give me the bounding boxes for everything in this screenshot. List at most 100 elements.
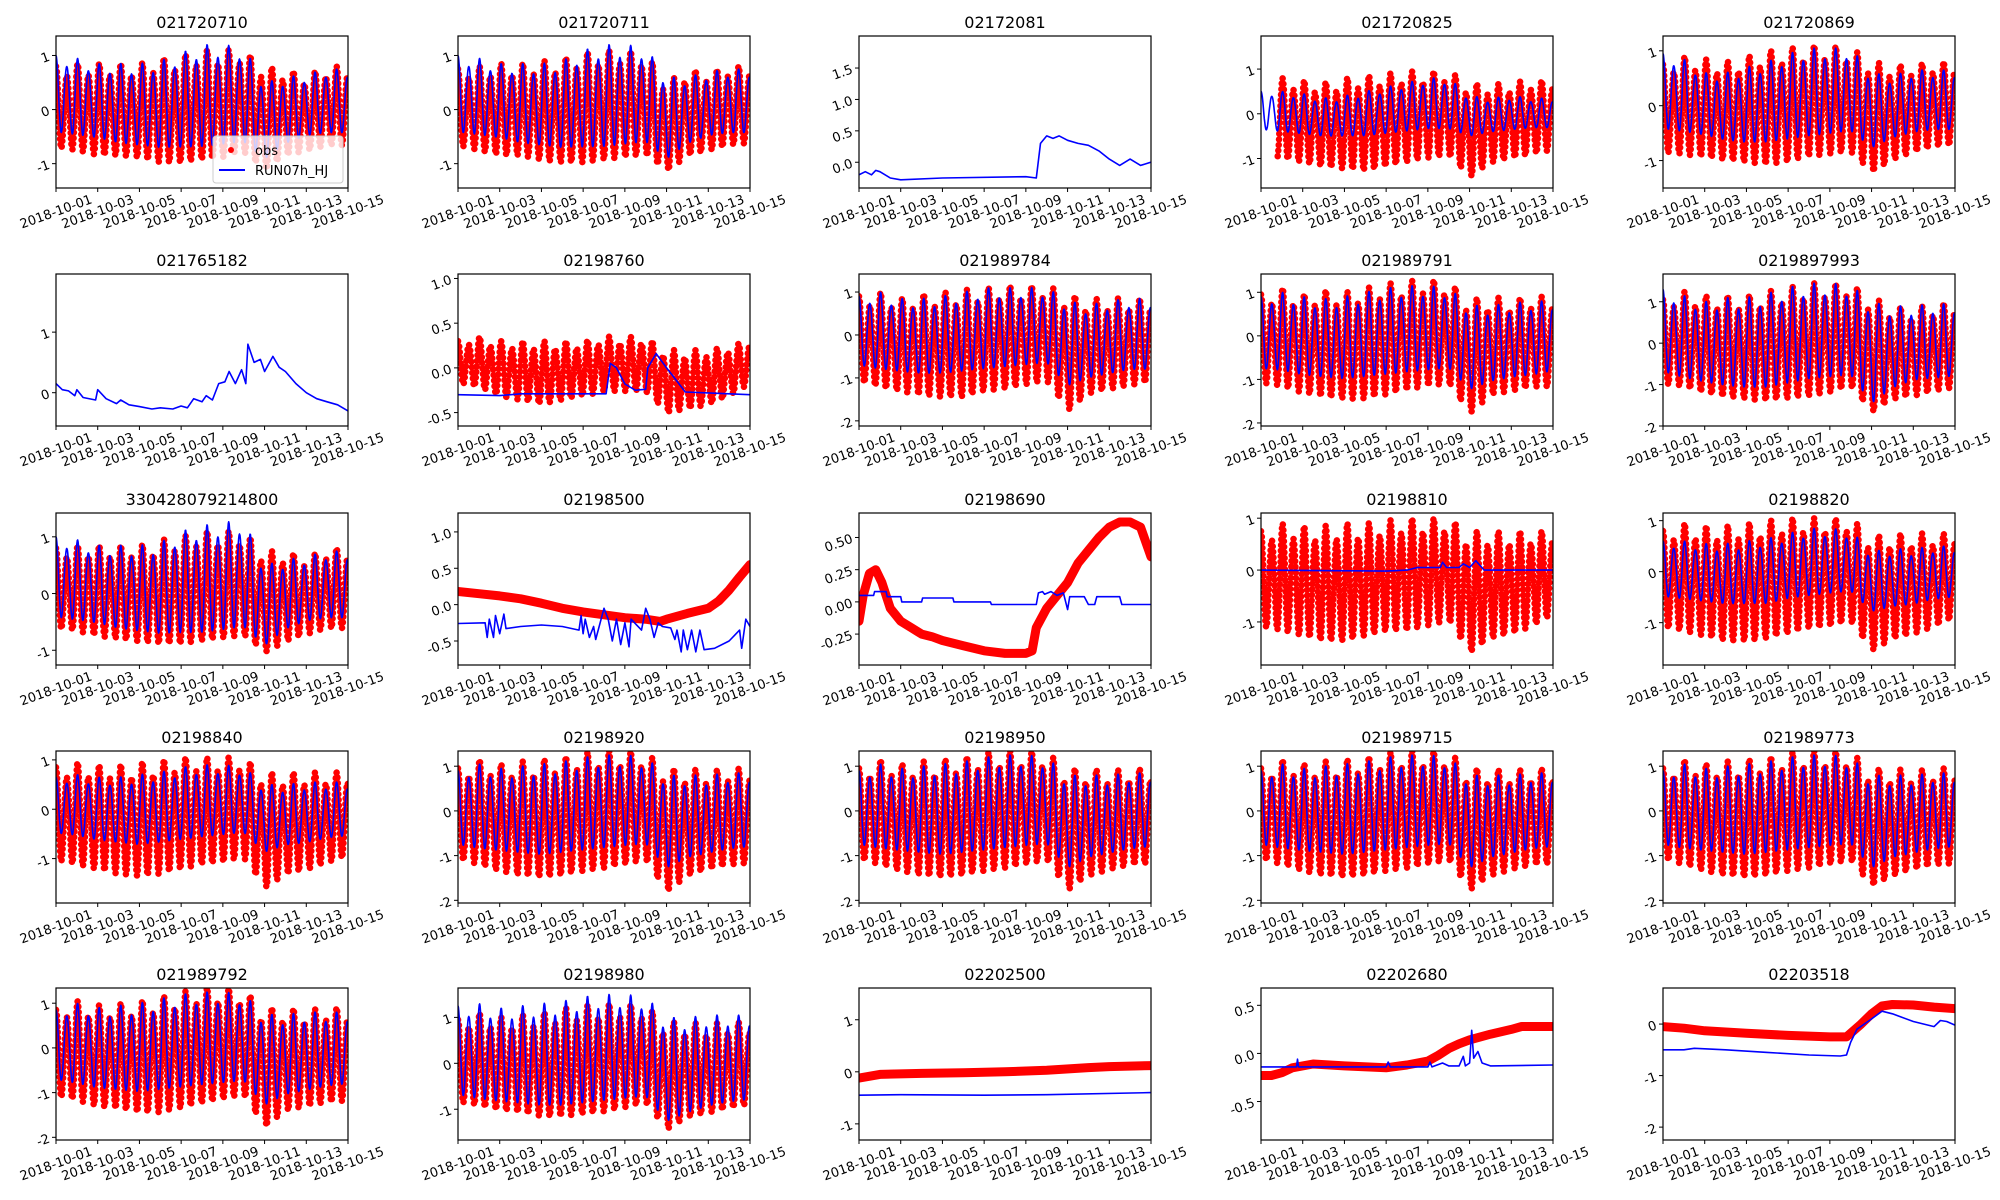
axes-frame [457,273,751,427]
plot-area [458,751,750,894]
subplot-title: 021765182 [156,251,248,270]
plot-area [1261,751,1553,892]
subplot-title: 02198760 [563,251,644,270]
obs-series [458,1000,750,1132]
obs-series [56,754,348,890]
y-tick-label: 0 [842,329,855,346]
y-tick-label: -0.5 [1228,1096,1257,1119]
y-tick-label: -1 [1642,379,1659,398]
y-tick-label: 0.5 [430,318,455,339]
subplot-330428079214800: 330428079214800-1012018-10-012018-10-032… [18,490,386,709]
axes-frame [55,273,349,427]
subplot-02198760: 02198760-0.50.00.51.02018-10-012018-10-0… [420,251,788,470]
y-tick-label: -2 [1240,417,1257,436]
subplot-title: 02198950 [964,728,1045,747]
y-tick-label: -1 [1642,155,1659,174]
axes-frame [55,35,349,189]
y-tick-label: -1 [838,850,855,869]
model-series-RUN07h_HJ [1663,282,1955,403]
subplot-title: 021720825 [1361,13,1453,32]
plot-area [56,754,348,890]
plot-area [458,993,750,1132]
obs-series [859,282,1151,413]
model-series-RUN07h_HJ [56,764,348,853]
axes-frame [1260,750,1554,904]
y-tick-label: -1 [1642,1070,1659,1089]
axes-frame [1260,273,1554,427]
y-tick-label: -1 [437,1104,454,1123]
obs-series [859,1061,1151,1083]
subplot-title: 02198500 [563,490,644,509]
y-tick-label: -1 [1642,850,1659,869]
obs-series [458,751,750,894]
y-tick-label: 1 [842,1014,855,1031]
subplot-021720869: 021720869-1012018-10-012018-10-032018-10… [1625,13,1993,232]
y-tick-label: 0.50 [823,532,855,556]
y-tick-label: 1 [39,326,52,343]
model-series-RUN07h_HJ [458,754,750,868]
subplot-title: 02198690 [964,490,1045,509]
y-tick-label: -1 [1240,616,1257,635]
axes-frame [858,987,1152,1141]
subplot-title: 021720710 [156,13,248,32]
subplot-021720711: 021720711-1012018-10-012018-10-032018-10… [420,13,788,232]
axes-frame [858,273,1152,427]
y-tick-label: -1 [437,158,454,177]
y-tick-label: -1 [35,853,52,872]
model-series-RUN07h_HJ [56,520,348,645]
subplot-title: 02203518 [1768,965,1849,984]
axes-frame [1662,512,1956,666]
axes-frame [1662,987,1956,1141]
subplot-title: 021989792 [156,965,248,984]
y-tick-label: -1 [1642,617,1659,636]
y-tick-label: 1 [441,1012,454,1029]
y-tick-label: 1 [1646,45,1659,62]
plot-area [1663,42,1955,175]
axes-frame [457,512,751,666]
axes-frame [1260,987,1554,1141]
plot-area [859,1061,1151,1096]
model-series-RUN07h_HJ [1663,47,1955,148]
plot-area [1261,276,1553,415]
model-series-RUN07h_HJ [1261,559,1553,572]
y-tick-label: 0 [441,805,454,822]
axes-frame [858,750,1152,904]
obs-series [458,46,750,174]
y-tick-label: -2 [1240,895,1257,914]
plot-area [859,282,1151,413]
obs-series [1663,514,1955,653]
y-tick-label: -2 [838,895,855,914]
y-tick-label: -2 [1642,1121,1659,1140]
y-tick-label: 0.0 [430,599,455,620]
obs-series [1663,42,1955,175]
model-series-RUN07h_HJ [1261,754,1553,868]
y-tick-label: -1 [1240,850,1257,869]
subplot-021989715: 021989715-2-1012018-10-012018-10-032018-… [1223,728,1591,947]
y-tick-label: 0 [1244,108,1257,125]
y-tick-label: 0 [39,588,52,605]
y-tick-label: 1 [1646,761,1659,778]
y-tick-label: -0.25 [818,628,855,654]
model-series-RUN07h_HJ [1663,1010,1955,1057]
y-tick-label: 0 [842,805,855,822]
subplot-title: 021720711 [558,13,650,32]
y-tick-label: 0.5 [430,563,455,584]
y-tick-label: 0.0 [1233,1048,1258,1069]
legend-label-model: RUN07h_HJ [255,164,328,179]
y-tick-label: 0 [1244,564,1257,581]
plot-area [458,333,750,416]
obs-series [1261,276,1553,415]
y-tick-label: -1 [838,372,855,391]
obs-series [1261,751,1553,892]
y-tick-label: 0 [1646,100,1659,117]
y-tick-label: 0 [39,804,52,821]
plot-area [859,751,1151,892]
subplot-02198840: 02198840-1012018-10-012018-10-032018-10-… [18,728,386,947]
subplot-02198810: 02198810-1012018-10-012018-10-032018-10-… [1223,490,1591,709]
y-tick-label: 0 [39,1042,52,1059]
legend-obs-marker [228,147,234,153]
subplot-021989791: 021989791-2-1012018-10-012018-10-032018-… [1223,251,1591,470]
subplot-title: 021989773 [1763,728,1855,747]
subplot-021720710: 021720710-1012018-10-012018-10-032018-10… [18,13,386,232]
